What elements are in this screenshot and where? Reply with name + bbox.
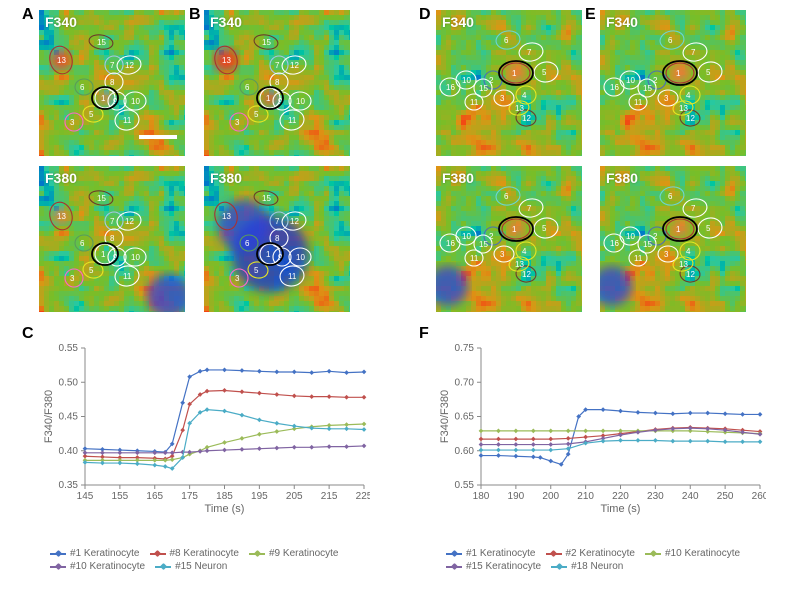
svg-text:8: 8 bbox=[110, 78, 115, 87]
microscopy-e-f340: 1234567101112131516 F340 bbox=[600, 10, 746, 156]
legend-f: #1 Keratinocyte#2 Keratinocyte#10 Kerati… bbox=[446, 548, 766, 574]
svg-text:8: 8 bbox=[110, 234, 115, 243]
svg-text:12: 12 bbox=[522, 114, 531, 123]
svg-text:15: 15 bbox=[262, 38, 271, 47]
svg-text:6: 6 bbox=[80, 239, 85, 248]
caption-f340: F340 bbox=[210, 14, 242, 30]
svg-text:1: 1 bbox=[266, 250, 271, 259]
panel-label-a: A bbox=[22, 6, 34, 24]
microscopy-d-f340: 1234567101112131516 F340 bbox=[436, 10, 582, 156]
svg-text:7: 7 bbox=[527, 48, 532, 57]
caption-f380: F380 bbox=[606, 170, 638, 186]
svg-text:12: 12 bbox=[290, 217, 299, 226]
svg-text:11: 11 bbox=[470, 98, 479, 107]
svg-text:8: 8 bbox=[275, 234, 280, 243]
svg-text:5: 5 bbox=[542, 68, 547, 77]
microscopy-a-f340: 13567891011121315 F340 bbox=[39, 10, 185, 156]
microscopy-b-f340: 13567891011121315 F340 bbox=[204, 10, 350, 156]
svg-text:7: 7 bbox=[110, 217, 115, 226]
svg-text:3: 3 bbox=[70, 118, 75, 127]
caption-f380: F380 bbox=[442, 170, 474, 186]
svg-text:6: 6 bbox=[245, 239, 250, 248]
microscopy-a-f380: 13567891011121315 F380 bbox=[39, 166, 185, 312]
panel-label-d: D bbox=[419, 6, 431, 24]
panel-label-f: F bbox=[419, 325, 429, 343]
scale-bar bbox=[139, 135, 177, 139]
caption-f340: F340 bbox=[45, 14, 77, 30]
caption-f340: F340 bbox=[442, 14, 474, 30]
svg-text:15: 15 bbox=[97, 38, 106, 47]
svg-text:13: 13 bbox=[222, 212, 231, 221]
chart-c: 0.350.400.450.500.5514515516517518519520… bbox=[40, 340, 370, 515]
svg-text:15: 15 bbox=[97, 194, 106, 203]
svg-text:15: 15 bbox=[262, 194, 271, 203]
svg-text:11: 11 bbox=[123, 116, 132, 125]
svg-text:8: 8 bbox=[275, 78, 280, 87]
svg-text:11: 11 bbox=[123, 272, 132, 281]
svg-text:15: 15 bbox=[479, 84, 488, 93]
svg-text:10: 10 bbox=[462, 76, 471, 85]
svg-text:7: 7 bbox=[110, 61, 115, 70]
caption-f340: F340 bbox=[606, 14, 638, 30]
svg-text:6: 6 bbox=[245, 83, 250, 92]
microscopy-b-f380: 13567891011121315 F380 bbox=[204, 166, 350, 312]
svg-text:5: 5 bbox=[89, 110, 94, 119]
svg-text:13: 13 bbox=[515, 104, 524, 113]
legend-c: #1 Keratinocyte#8 Keratinocyte#9 Keratin… bbox=[50, 548, 370, 574]
figure-root: A B C D E F 13567891011121315 F340 13567… bbox=[0, 0, 791, 608]
svg-text:10: 10 bbox=[131, 253, 140, 262]
svg-text:4: 4 bbox=[522, 91, 527, 100]
svg-text:10: 10 bbox=[131, 97, 140, 106]
svg-text:7: 7 bbox=[275, 217, 280, 226]
svg-text:5: 5 bbox=[254, 110, 259, 119]
svg-text:13: 13 bbox=[57, 212, 66, 221]
caption-f380: F380 bbox=[210, 170, 242, 186]
svg-text:1: 1 bbox=[101, 250, 106, 259]
svg-text:1: 1 bbox=[512, 69, 517, 78]
caption-f380: F380 bbox=[45, 170, 77, 186]
panel-label-e: E bbox=[585, 6, 596, 24]
svg-text:3: 3 bbox=[70, 274, 75, 283]
svg-text:5: 5 bbox=[254, 266, 259, 275]
svg-text:3: 3 bbox=[235, 274, 240, 283]
chart-f: 0.550.600.650.700.7518019020021022023024… bbox=[436, 340, 766, 515]
svg-text:11: 11 bbox=[288, 272, 297, 281]
svg-text:1: 1 bbox=[266, 94, 271, 103]
svg-text:1: 1 bbox=[101, 94, 106, 103]
svg-text:7: 7 bbox=[275, 61, 280, 70]
svg-text:16: 16 bbox=[446, 83, 455, 92]
panel-label-c: C bbox=[22, 325, 34, 343]
svg-text:6: 6 bbox=[80, 83, 85, 92]
svg-text:13: 13 bbox=[222, 56, 231, 65]
svg-text:12: 12 bbox=[125, 217, 134, 226]
panel-label-b: B bbox=[189, 6, 201, 24]
svg-text:5: 5 bbox=[89, 266, 94, 275]
svg-text:12: 12 bbox=[125, 61, 134, 70]
svg-text:13: 13 bbox=[57, 56, 66, 65]
microscopy-e-f380: 1234567101112131516 F380 bbox=[600, 166, 746, 312]
svg-text:3: 3 bbox=[235, 118, 240, 127]
svg-text:10: 10 bbox=[296, 97, 305, 106]
svg-text:12: 12 bbox=[290, 61, 299, 70]
microscopy-d-f380: 1234567101112131516 F380 bbox=[436, 166, 582, 312]
svg-text:11: 11 bbox=[288, 116, 297, 125]
svg-text:6: 6 bbox=[504, 36, 509, 45]
svg-text:3: 3 bbox=[500, 94, 505, 103]
svg-text:10: 10 bbox=[296, 253, 305, 262]
